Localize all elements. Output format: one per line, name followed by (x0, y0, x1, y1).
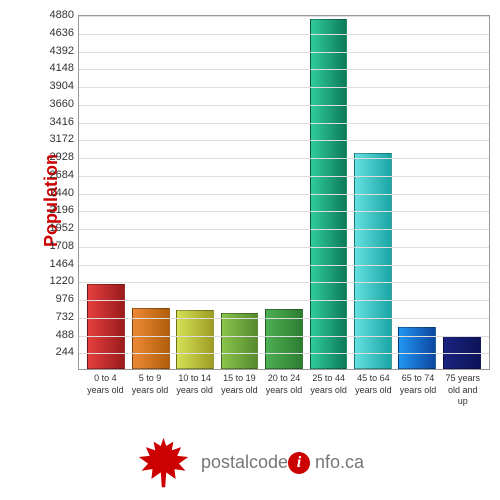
y-tick-label: 1464 (42, 259, 74, 270)
y-tick-label: 4148 (42, 63, 74, 74)
x-tick-label: 25 to 44 years old (306, 373, 351, 408)
x-tick-label: 5 to 9 years old (128, 373, 173, 408)
x-tick-label: 65 to 74 years old (396, 373, 441, 408)
y-tick-label: 3660 (42, 99, 74, 110)
y-tick-label: 4636 (42, 28, 74, 39)
grid-line (79, 16, 489, 17)
x-tick-label: 45 to 64 years old (351, 373, 396, 408)
grid-line (79, 265, 489, 266)
grid-line (79, 353, 489, 354)
bar (132, 308, 170, 369)
y-tick-label: 1708 (42, 241, 74, 252)
grid-line (79, 247, 489, 248)
y-tick-label: 3172 (42, 134, 74, 145)
grid-line (79, 69, 489, 70)
maple-leaf-icon (136, 435, 191, 490)
grid-line (79, 318, 489, 319)
bar (87, 284, 125, 369)
y-tick-label: 2196 (42, 205, 74, 216)
population-chart: Population 24448873297612201464170819522… (0, 10, 500, 440)
bar (398, 327, 436, 369)
grid-line (79, 34, 489, 35)
grid-line (79, 229, 489, 230)
x-tick-label: 20 to 24 years old (262, 373, 307, 408)
grid-line (79, 52, 489, 53)
grid-line (79, 176, 489, 177)
logo-text-right: nfo.ca (315, 452, 364, 472)
x-tick-label: 0 to 4 years old (83, 373, 128, 408)
y-tick-label: 244 (42, 347, 74, 358)
bar (354, 153, 392, 369)
grid-line (79, 282, 489, 283)
x-tick-label: 15 to 19 years old (217, 373, 262, 408)
x-tick-label: 75 years old and up (440, 373, 485, 408)
y-tick-label: 3416 (42, 117, 74, 128)
plot-area (78, 15, 490, 370)
y-tick-label: 1952 (42, 223, 74, 234)
grid-line (79, 300, 489, 301)
logo-icon-i: i (288, 452, 310, 474)
grid-line (79, 194, 489, 195)
grid-line (79, 211, 489, 212)
y-tick-label: 4392 (42, 46, 74, 57)
y-tick-label: 4880 (42, 10, 74, 21)
y-tick-label: 1220 (42, 276, 74, 287)
grid-line (79, 336, 489, 337)
grid-line (79, 140, 489, 141)
y-tick-label: 976 (42, 294, 74, 305)
x-tick-label: 10 to 14 years old (172, 373, 217, 408)
y-tick-label: 2684 (42, 170, 74, 181)
y-tick-label: 2440 (42, 188, 74, 199)
y-tick-label: 3904 (42, 81, 74, 92)
grid-line (79, 87, 489, 88)
y-tick-label: 488 (42, 330, 74, 341)
bar (221, 313, 259, 369)
x-axis-labels: 0 to 4 years old5 to 9 years old10 to 14… (78, 373, 490, 408)
y-tick-label: 732 (42, 312, 74, 323)
y-tick-label: 2928 (42, 152, 74, 163)
grid-line (79, 105, 489, 106)
grid-line (79, 123, 489, 124)
grid-line (79, 158, 489, 159)
site-logo: postalcodeinfo.ca (0, 435, 500, 490)
logo-text-left: postalcode (201, 452, 288, 472)
